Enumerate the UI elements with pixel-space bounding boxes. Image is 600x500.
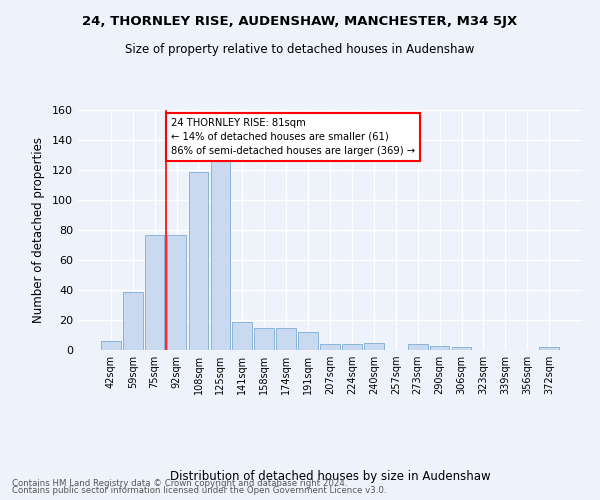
Bar — [145, 234, 164, 350]
Bar — [320, 344, 340, 350]
Bar — [254, 328, 274, 350]
Text: 24 THORNLEY RISE: 81sqm
← 14% of detached houses are smaller (61)
86% of semi-de: 24 THORNLEY RISE: 81sqm ← 14% of detache… — [171, 118, 415, 156]
Bar — [364, 342, 384, 350]
Y-axis label: Number of detached properties: Number of detached properties — [32, 137, 45, 323]
Bar — [167, 234, 187, 350]
Bar — [276, 328, 296, 350]
Text: Size of property relative to detached houses in Audenshaw: Size of property relative to detached ho… — [125, 42, 475, 56]
Bar — [298, 332, 318, 350]
Bar — [408, 344, 428, 350]
Bar — [342, 344, 362, 350]
Bar — [452, 347, 472, 350]
Bar — [539, 347, 559, 350]
Bar — [101, 341, 121, 350]
Text: 24, THORNLEY RISE, AUDENSHAW, MANCHESTER, M34 5JX: 24, THORNLEY RISE, AUDENSHAW, MANCHESTER… — [82, 15, 518, 28]
Bar — [232, 322, 252, 350]
Text: Contains HM Land Registry data © Crown copyright and database right 2024.: Contains HM Land Registry data © Crown c… — [12, 478, 347, 488]
Text: Contains public sector information licensed under the Open Government Licence v3: Contains public sector information licen… — [12, 486, 386, 495]
Text: Distribution of detached houses by size in Audenshaw: Distribution of detached houses by size … — [170, 470, 490, 483]
Bar — [430, 346, 449, 350]
Bar — [188, 172, 208, 350]
Bar — [123, 292, 143, 350]
Bar — [211, 158, 230, 350]
